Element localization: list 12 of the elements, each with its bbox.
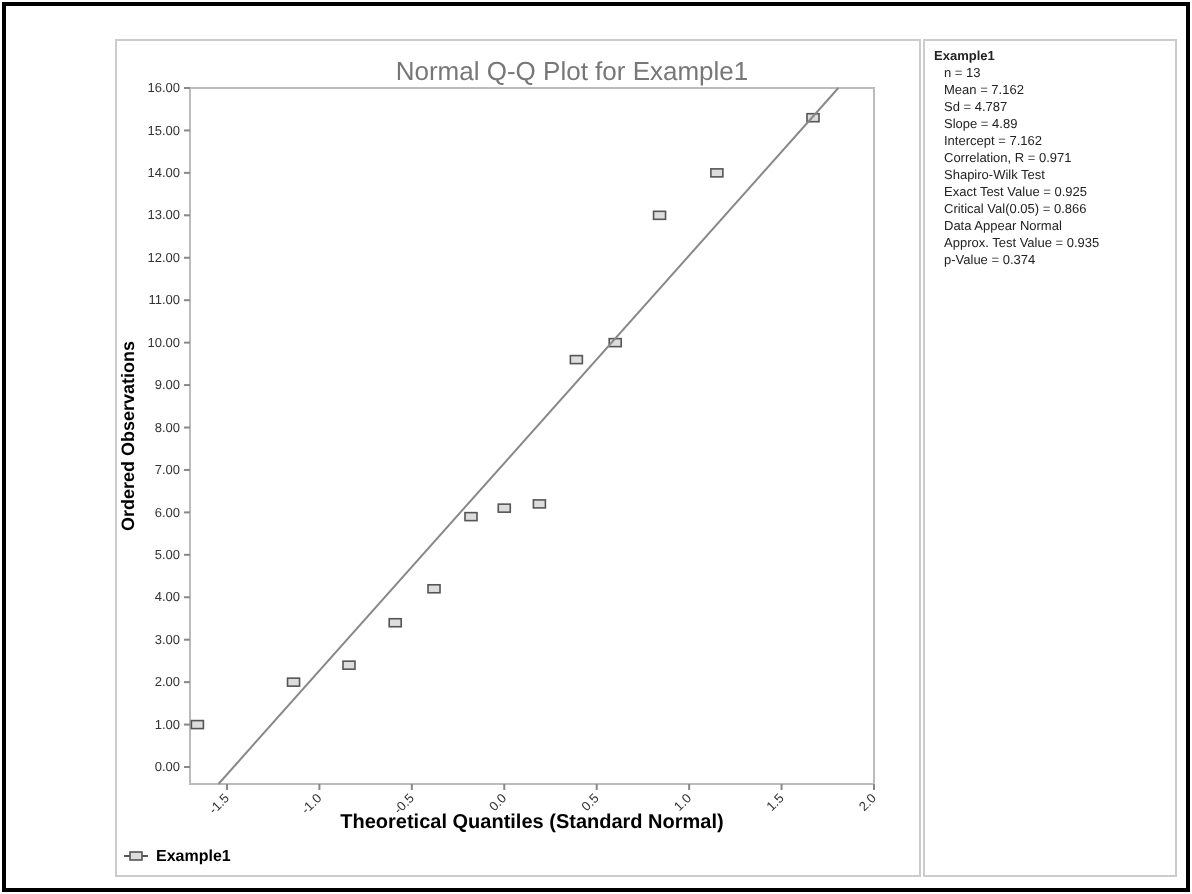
point (652, 210, 667, 221)
chart-title: Normal Q-Q Plot for Example1 (395, 56, 749, 86)
x-axis-title: Theoretical Quantiles (Standard Normal) (340, 812, 724, 834)
y-axis-title: Ordered Observations (118, 340, 138, 532)
point (569, 354, 584, 365)
point (342, 660, 356, 670)
point (190, 719, 205, 730)
point (710, 168, 724, 178)
point (464, 511, 478, 522)
legend-label: Example1 (156, 847, 232, 866)
point (388, 617, 402, 628)
point (427, 583, 441, 594)
